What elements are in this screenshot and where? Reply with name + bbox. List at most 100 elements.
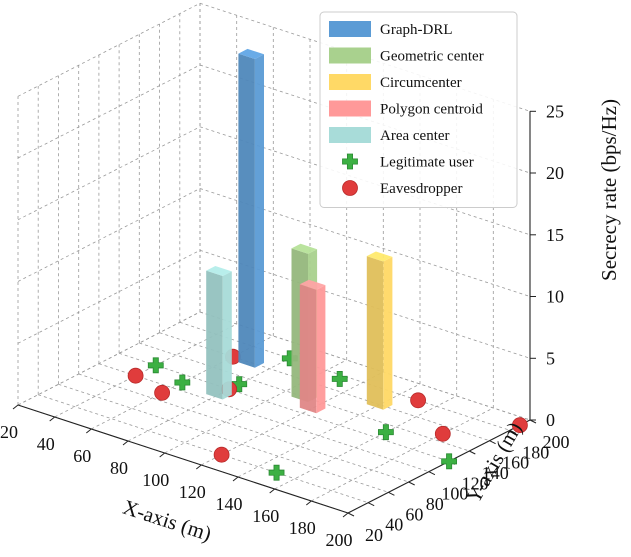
bar-top	[291, 243, 318, 254]
x-tick-label: 140	[216, 494, 243, 514]
bar-front	[383, 256, 393, 410]
y-tick-mark	[489, 440, 496, 445]
bar-area-center	[206, 266, 232, 400]
legend-entry: Legitimate user	[342, 153, 474, 171]
eavesdropper-marker	[434, 425, 451, 442]
x-tick-mark	[12, 404, 19, 410]
grid-line-left-z	[17, 64, 201, 159]
bar-side	[299, 284, 317, 414]
legend-label: Geometric center	[380, 49, 484, 65]
x-tick-mark	[232, 476, 239, 482]
eavesdropper-marker	[127, 367, 144, 384]
grid-line-left-z	[17, 188, 201, 282]
legend-label: Eavesdropper	[380, 181, 462, 197]
legend: Graph-DRL Geometric center Circumcenter Pol…	[319, 11, 518, 208]
legend-label: Circumcenter	[380, 75, 462, 91]
grid-line-left-z	[17, 2, 201, 97]
legend-circle-marker	[342, 180, 358, 196]
legend-entry: Geometric center	[329, 47, 484, 65]
grid-line-floor-y	[58, 383, 389, 493]
x-axis-label: X-axis (m)	[120, 495, 214, 546]
bar-side	[206, 270, 223, 400]
legend-swatch	[329, 127, 371, 143]
legend-swatch	[329, 47, 371, 64]
x-tick-label: 200	[326, 530, 353, 550]
plot-data	[127, 48, 528, 481]
y-tick-mark	[367, 502, 375, 507]
x-tick-label: 40	[37, 434, 55, 454]
y-tick-mark	[469, 450, 476, 455]
z-tick-label: 15	[546, 225, 564, 245]
legend-swatch	[329, 74, 371, 90]
y-axis-line	[347, 419, 531, 514]
y-tick-label: 100	[441, 484, 468, 504]
x-tick-label: 120	[179, 482, 206, 502]
y-tick-label: 120	[462, 473, 489, 493]
grid-line-back-z	[199, 311, 531, 421]
x-tick-label: 60	[73, 446, 91, 466]
left-pane	[18, 3, 200, 406]
grid-line-floor-y	[78, 373, 409, 483]
bar-circumcenter	[366, 251, 393, 410]
legend-entry: Polygon centroid	[329, 100, 483, 118]
x-tick-mark	[85, 428, 92, 434]
x-axis-line	[17, 404, 349, 514]
y-tick-label: 160	[502, 453, 529, 473]
bar-front	[316, 285, 326, 414]
x-tick-mark	[305, 500, 312, 506]
grid-line-floor-y	[159, 332, 490, 442]
z-axis-label: Secrecy rate (bps/Hz)	[597, 99, 621, 281]
y-tick-mark	[509, 429, 517, 434]
grid-line-back-z	[199, 249, 531, 359]
legend-swatch	[329, 21, 371, 37]
x-tick-mark	[269, 488, 276, 494]
legend-entry: Area center	[329, 127, 450, 144]
grid-line-floor-y	[38, 394, 369, 504]
x-tick-label: 160	[252, 506, 279, 526]
x-tick-mark	[122, 440, 129, 446]
legitimate-user-marker	[174, 374, 191, 391]
y-tick-label: 180	[522, 442, 549, 462]
grid-line-left-z	[17, 249, 201, 344]
legitimate-user-marker	[331, 371, 348, 387]
x-tick-mark	[195, 464, 202, 470]
grid-line-floor-x	[311, 407, 494, 502]
z-tick-label: 10	[546, 287, 564, 307]
y-tick-label: 40	[385, 515, 403, 535]
y-tick-mark	[428, 471, 436, 476]
grid-line-floor-x	[274, 395, 457, 490]
legitimate-user-marker	[147, 357, 164, 374]
x-tick-label: 180	[289, 518, 316, 538]
y-tick-label: 140	[482, 463, 509, 483]
legitimate-user-marker	[377, 424, 394, 441]
bar-top	[206, 266, 232, 276]
bar-side	[238, 53, 255, 368]
grid-line-back-z	[199, 126, 531, 236]
legend-plus-marker	[342, 153, 358, 170]
x-tick-mark	[342, 512, 349, 518]
legend-entry: Graph-DRL	[329, 21, 452, 38]
x-tick-label: 100	[142, 470, 169, 490]
bar-graph-drl	[238, 48, 264, 368]
x-tick-label: 20	[0, 422, 18, 442]
bar-top	[238, 48, 264, 59]
legitimate-user-marker	[268, 464, 285, 481]
grid-line-floor-y	[179, 321, 510, 431]
grid-line-left-z	[17, 311, 201, 406]
legend-label: Graph-DRL	[380, 22, 452, 38]
z-tick-label: 0	[546, 410, 555, 430]
grid-line-floor-y	[118, 352, 450, 462]
x-tick-mark	[49, 416, 56, 422]
eavesdropper-marker	[410, 392, 427, 409]
legend-label: Polygon centroid	[380, 102, 483, 118]
grid-line-floor-y	[139, 342, 470, 452]
legend-swatch	[329, 100, 371, 117]
x-tick-mark	[159, 452, 166, 458]
y-tick-mark	[388, 491, 395, 496]
y-tick-mark	[347, 512, 355, 517]
grid-line-floor-x	[201, 371, 384, 466]
bar-polygon-centroid	[299, 279, 326, 414]
legend-entry: Eavesdropper	[342, 180, 462, 197]
